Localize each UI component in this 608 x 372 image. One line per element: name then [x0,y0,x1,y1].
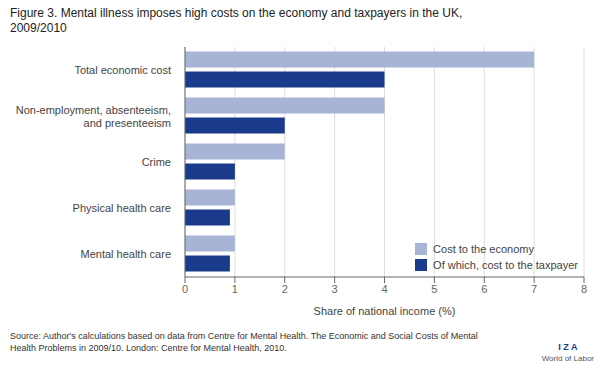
svg-text:5: 5 [431,283,437,295]
html-text:Health Problems in 2009/10. Lo: Health Problems in 2009/10. London: Cent… [10,343,287,353]
html-text:World of Labor: World of Labor [541,354,594,363]
svg-text:Non-employment, absenteeism,an: Non-employment, absenteeism,and presente… [16,104,171,129]
svg-text:4: 4 [381,283,387,295]
svg-text:Share of national income (%): Share of national income (%) [314,305,456,317]
svg-text:Crime: Crime [142,156,171,168]
svg-text:Mental health care: Mental health care [81,248,172,260]
html-text:Figure 3. Mental illness impos: Figure 3. Mental illness imposes high co… [10,6,463,20]
svg-text:8: 8 [581,283,587,295]
html-text:Of which, cost to the taxpayer: Of which, cost to the taxpayer [433,259,578,271]
html-text:2009/2010: 2009/2010 [10,21,67,35]
html-text:Cost to the economy: Cost to the economy [433,243,534,255]
svg-text:6: 6 [481,283,487,295]
svg-text:Physical health care: Physical health care [73,202,171,214]
svg-text:0: 0 [182,283,188,295]
html-text:I Z A: I Z A [558,342,578,352]
svg-text:2: 2 [282,283,288,295]
svg-text:7: 7 [531,283,537,295]
svg-text:3: 3 [332,283,338,295]
html-text:Source: Author's calculations: Source: Author's calculations based on d… [10,331,478,341]
svg-text:1: 1 [232,283,238,295]
svg-text:Total economic cost: Total economic cost [74,64,171,76]
